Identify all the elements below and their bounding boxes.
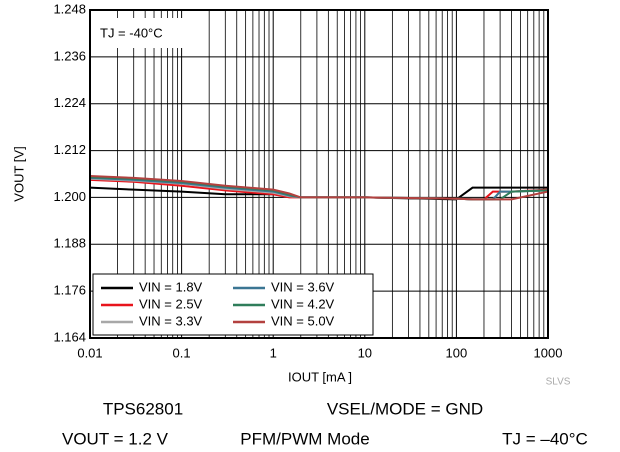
y-tick-label: 1.248: [53, 1, 86, 16]
legend-label: VIN = 3.6V: [271, 279, 335, 294]
annotation: TJ = -40°C: [100, 25, 163, 40]
legend-box: [92, 273, 374, 336]
x-tick-label: 100: [446, 345, 468, 360]
series-line: [89, 174, 549, 201]
y-tick-label: 1.188: [53, 236, 86, 251]
legend-label: VIN = 2.5V: [139, 296, 203, 311]
legend: VIN = 1.8V VIN = 2.5V VIN = 3.3V VIN = 3.6V…: [92, 273, 374, 336]
legend-label: VIN = 3.3V: [139, 313, 203, 328]
annotation-box: [92, 18, 200, 48]
x-tick-label: 10: [358, 345, 372, 360]
y-tick-label: 1.236: [53, 48, 86, 63]
x-tick-label: 0.1: [173, 345, 191, 360]
legend-label: VIN = 1.8V: [139, 279, 203, 294]
x-tick-label: 1000: [534, 345, 563, 360]
legend-label: VIN = 4.2V: [271, 296, 335, 311]
y-tick-label: 1.212: [53, 142, 86, 157]
x-axis-label: IOUT [mA ]: [288, 369, 352, 384]
footer-text: VSEL/MODE = GND: [327, 399, 483, 418]
legend-label: VIN = 5.0V: [271, 313, 335, 328]
y-tick-label: 1.164: [53, 329, 86, 344]
footer-text: TJ = –40°C: [502, 429, 588, 448]
lines: [89, 174, 549, 201]
plot-frame: [89, 9, 549, 339]
footer-text: VOUT = 1.2 V: [62, 429, 169, 448]
y-tick-label: 1.200: [53, 189, 86, 204]
footer-text: TPS62801: [103, 399, 183, 418]
y-tick-label: 1.176: [53, 283, 86, 298]
x-tick-label: 1: [270, 345, 277, 360]
watermark: SLVS: [546, 377, 571, 388]
footer-text: PFM/PWM Mode: [240, 429, 369, 448]
y-axis-label: VOUT [V]: [11, 146, 26, 201]
y-tick-label: 1.224: [53, 95, 86, 110]
x-tick-label: 0.01: [77, 345, 102, 360]
